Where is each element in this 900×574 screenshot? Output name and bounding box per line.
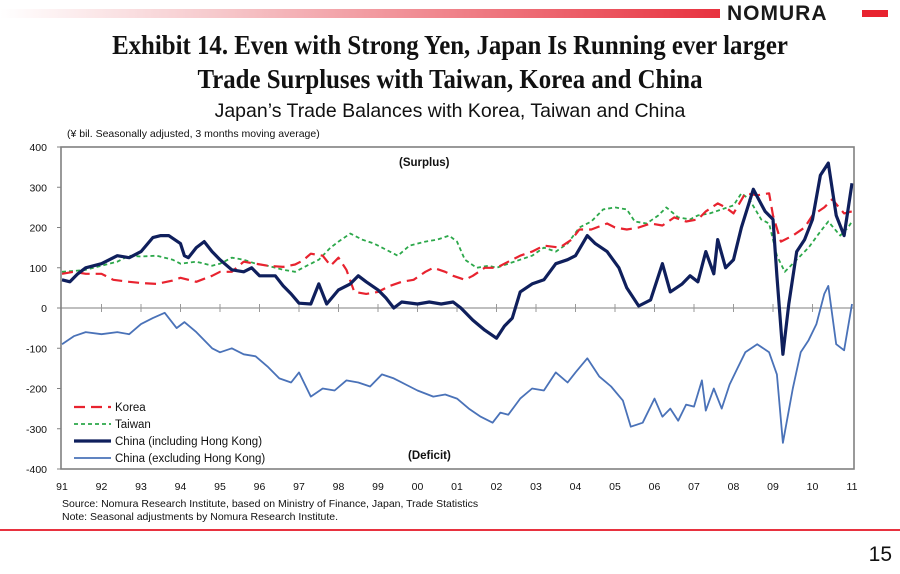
legend-label: Korea [115, 402, 146, 414]
adjustment-note: Note: Seasonal adjustments by Nomura Res… [62, 511, 339, 523]
x-tick-label: 00 [412, 481, 424, 493]
x-tick-label: 11 [847, 481, 858, 493]
x-tick-label: 93 [135, 481, 147, 493]
x-tick-label: 04 [570, 481, 582, 493]
chart-title: Japan’s Trade Balances with Korea, Taiwa… [214, 100, 686, 122]
x-tick-labels: 91 92 93 94 95 96 97 98 99 00 01 02 03 04 05 06 07 08 09 10… [56, 481, 857, 493]
legend-label: Taiwan [115, 419, 151, 431]
y-tick-label: 100 [29, 263, 47, 275]
y-tick-label: 0 [41, 303, 47, 315]
unit-label: (¥ bil. Seasonally adjusted, 3 months mo… [67, 128, 320, 140]
x-tick-label: 09 [767, 481, 779, 493]
footer-divider [0, 529, 900, 531]
y-tick-label: -200 [26, 384, 47, 396]
exhibit-title-line-1: Exhibit 14. Even with Strong Yen, Japan … [112, 30, 788, 60]
y-tick-label: -100 [26, 343, 47, 355]
x-tick-label: 05 [609, 481, 621, 493]
series-line-korea [61, 192, 853, 295]
series-lines [61, 161, 854, 444]
x-tick-label: 94 [175, 481, 187, 493]
y-tick-label: -300 [26, 424, 47, 436]
x-tick-label: 06 [649, 481, 661, 493]
annotation-surplus: (Surplus) [399, 157, 450, 169]
x-axis-ticks [101, 304, 813, 312]
legend-label: China (including Hong Kong) [115, 436, 262, 448]
header-gradient-bar [0, 9, 720, 18]
x-tick-label: 10 [807, 481, 819, 493]
y-tick-label: 200 [29, 223, 47, 235]
x-tick-label: 98 [333, 481, 345, 493]
x-tick-label: 07 [688, 481, 700, 493]
x-tick-label: 99 [372, 481, 384, 493]
x-tick-label: 96 [254, 481, 266, 493]
x-tick-label: 91 [56, 481, 68, 493]
series-line-china-including-hong-kong [61, 161, 854, 356]
x-tick-label: 92 [96, 481, 108, 493]
page-number: 15 [868, 543, 892, 566]
plot-frame [60, 146, 855, 470]
x-tick-label: 95 [214, 481, 226, 493]
legend-label: China (excluding Hong Kong) [115, 453, 265, 465]
logo-accent-bar [862, 10, 888, 17]
x-tick-label: 02 [491, 481, 503, 493]
x-tick-label: 03 [530, 481, 542, 493]
series-line-china-excluding-hong-kong [61, 285, 853, 444]
y-tick-label: 300 [29, 182, 47, 194]
legend: Korea Taiwan China (including Hong Kong) Ch… [74, 402, 265, 465]
annotation-deficit: (Deficit) [408, 450, 451, 462]
y-tick-label: 400 [29, 142, 47, 154]
x-tick-label: 08 [728, 481, 740, 493]
x-tick-label: 01 [451, 481, 463, 493]
nomura-logo: NOMURA [727, 2, 828, 25]
source-note: Source: Nomura Research Institute, based… [62, 498, 479, 510]
x-tick-label: 97 [293, 481, 305, 493]
y-tick-label: -400 [26, 464, 47, 476]
exhibit-title-line-2: Trade Surpluses with Taiwan, Korea and C… [197, 64, 703, 94]
y-tick-labels: 400 300 200 100 0 -100 -200 -300 -400 [26, 142, 61, 476]
